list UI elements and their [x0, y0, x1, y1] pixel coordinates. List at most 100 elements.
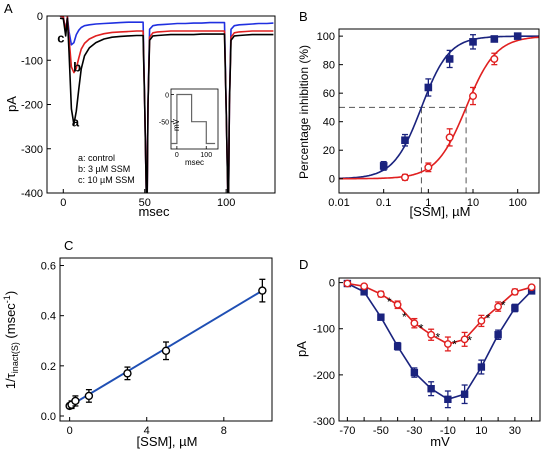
- inset-tick-label: 100: [200, 152, 212, 159]
- x-tick-label: 1: [425, 197, 431, 209]
- y-tick-label: 0: [37, 11, 43, 23]
- data-point: [377, 313, 385, 321]
- data-point: [343, 279, 352, 288]
- x-tick-label: 0.01: [328, 197, 349, 209]
- inset-tick-label: 0: [175, 152, 179, 159]
- y-tick-label: 0.4: [41, 311, 56, 323]
- data-point: [513, 32, 522, 40]
- legend-entry: a: control: [78, 153, 115, 163]
- data-point: [427, 385, 435, 393]
- data-point: [527, 283, 536, 292]
- data-point: [424, 83, 433, 92]
- trace-label: a: [72, 115, 80, 130]
- data-point: [400, 173, 409, 182]
- data-point: [258, 286, 267, 295]
- x-tick-label: 8: [221, 425, 227, 437]
- panel-label: D: [299, 257, 308, 272]
- x-axis-label: msec: [138, 204, 170, 219]
- significance-marker: *: [419, 321, 424, 335]
- fit-curve: [339, 36, 540, 180]
- data-point: [490, 54, 499, 63]
- significance-marker: *: [452, 338, 457, 352]
- y-tick-label: 60: [323, 88, 335, 100]
- y-axis-label: 1/τinact(S) (msec-1): [2, 291, 20, 389]
- x-tick-label: 4: [144, 425, 150, 437]
- y-tick-label: 40: [323, 117, 335, 129]
- y-tick-label: 100: [317, 31, 335, 43]
- data-point: [401, 136, 409, 145]
- data-point: [445, 55, 454, 63]
- series-line: [59, 17, 274, 193]
- panel-d-frame: [338, 277, 541, 422]
- data-point: [410, 368, 419, 377]
- data-point: [424, 163, 433, 172]
- x-tick-label: -10: [440, 425, 456, 437]
- x-tick-label: 0: [67, 425, 73, 437]
- x-tick-label: 10: [467, 197, 479, 209]
- x-tick-label: 100: [217, 197, 235, 209]
- y-tick-label: 0.6: [41, 261, 56, 273]
- y-tick-label: 80: [323, 60, 335, 72]
- data-point: [511, 304, 519, 312]
- y-tick-label: 0: [329, 278, 335, 290]
- y-tick-label: 0.0: [41, 411, 56, 423]
- significance-marker: *: [402, 310, 407, 324]
- data-point: [510, 287, 519, 296]
- y-tick-label: -300: [313, 416, 335, 428]
- significance-marker: *: [467, 333, 472, 347]
- panel-label: A: [4, 1, 13, 16]
- significance-marker: *: [486, 312, 491, 326]
- y-tick-label: -400: [21, 188, 43, 200]
- y-axis-label: Percentage inhibition (%): [297, 45, 311, 179]
- significance-marker: *: [501, 298, 506, 312]
- data-point: [444, 395, 452, 404]
- x-tick-label: -70: [339, 425, 355, 437]
- y-axis-label-part: (msec: [3, 303, 18, 343]
- data-point: [460, 335, 469, 344]
- panel-a-traces: [59, 16, 274, 193]
- panel-label: B: [299, 9, 308, 24]
- x-axis-label: mV: [430, 434, 450, 449]
- trace-label: c: [57, 31, 64, 46]
- x-tick-label: 30: [509, 425, 521, 437]
- y-tick-label: 20: [323, 145, 335, 157]
- inset-tick-label: -50: [159, 120, 169, 127]
- data-point: [379, 162, 388, 170]
- data-point: [469, 92, 478, 101]
- data-point: [360, 282, 369, 291]
- y-tick-label: 0.2: [41, 361, 56, 373]
- y-axis-label-part: inact(S): [10, 342, 20, 373]
- data-point: [427, 330, 436, 339]
- y-tick-label: -200: [21, 100, 43, 112]
- data-point: [494, 302, 503, 311]
- panel-c-frame: [59, 257, 273, 422]
- data-point: [376, 290, 385, 299]
- inset-y-label: mV: [172, 118, 181, 131]
- y-tick-label: -200: [313, 370, 335, 382]
- data-point: [84, 391, 94, 401]
- significance-marker: *: [387, 295, 392, 309]
- y-axis-label-part: 1/τ: [3, 372, 18, 389]
- data-point: [460, 390, 469, 398]
- y-tick-label: -300: [21, 144, 43, 156]
- legend-entry: b: 3 µM SSM: [78, 164, 130, 174]
- significance-marker: *: [435, 331, 440, 345]
- data-point: [443, 340, 452, 348]
- x-tick-label: 0: [60, 197, 66, 209]
- y-axis-label: pA: [4, 96, 19, 112]
- data-point: [123, 369, 132, 378]
- data-point: [445, 133, 454, 142]
- y-axis-label: pA: [294, 341, 309, 357]
- inset-frame: [170, 88, 219, 150]
- x-tick-label: 50: [139, 197, 151, 209]
- data-point: [477, 316, 486, 325]
- x-axis-label: [SSM], µM: [137, 434, 198, 449]
- data-point: [393, 342, 402, 350]
- y-tick-label: -100: [21, 55, 43, 67]
- data-point: [410, 319, 419, 328]
- data-point: [490, 35, 499, 43]
- x-tick-label: -30: [406, 425, 422, 437]
- data-point: [71, 396, 80, 406]
- inset-tick-label: 0: [165, 92, 169, 99]
